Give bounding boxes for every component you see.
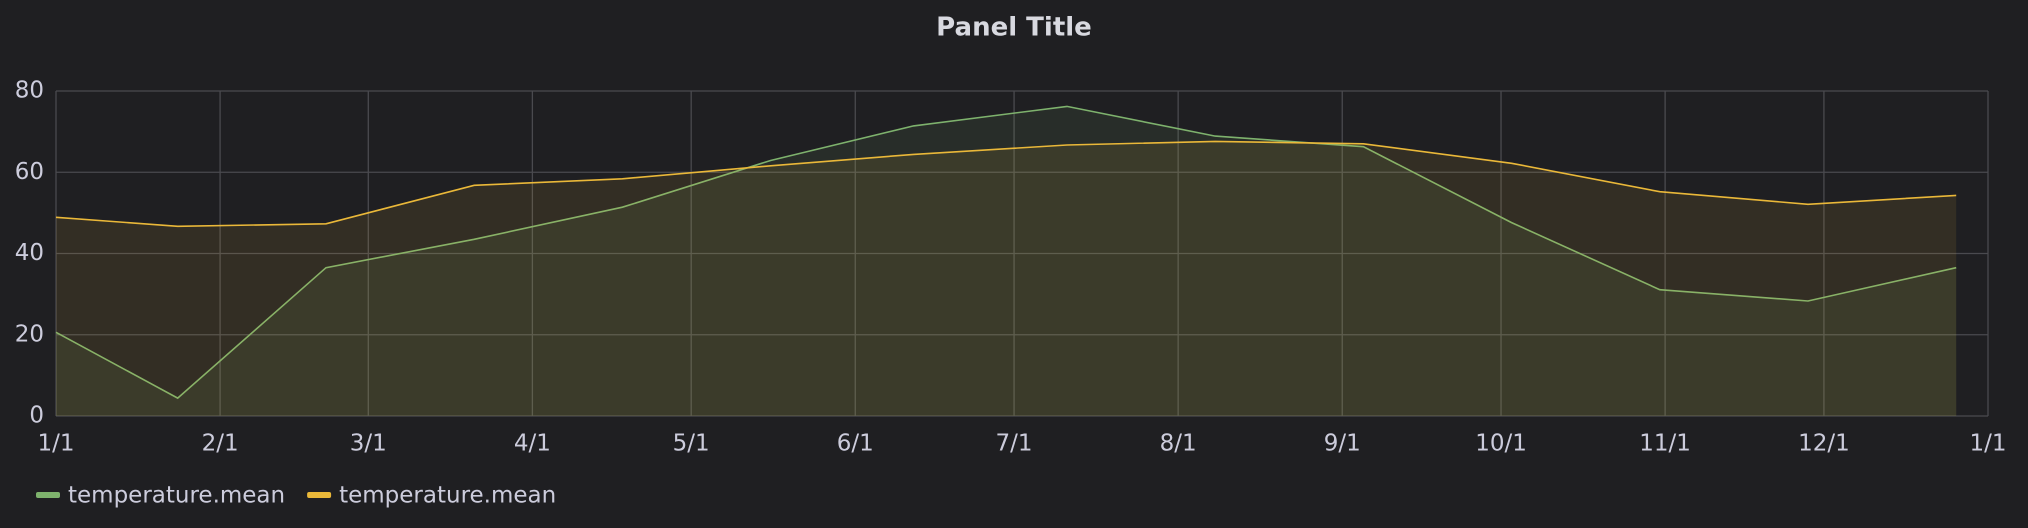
- y-tick-label: 40: [15, 240, 44, 266]
- y-tick-label: 20: [15, 321, 44, 347]
- series-line: [55, 105, 1957, 400]
- x-tick-label: 11/1: [1639, 431, 1691, 457]
- legend-label: temperature.mean: [68, 483, 285, 509]
- series-area: [56, 106, 1957, 417]
- y-tick-label: 0: [29, 403, 44, 429]
- legend-swatch: [36, 492, 60, 498]
- chart-title: Panel Title: [936, 13, 1092, 43]
- legend-swatch: [307, 492, 332, 498]
- x-tick-label: 5/1: [673, 431, 710, 457]
- x-tick-label: 2/1: [202, 431, 239, 457]
- y-tick-label: 80: [15, 78, 44, 104]
- series-line: [55, 140, 1957, 228]
- x-tick-label: 4/1: [514, 431, 551, 457]
- legend-label: temperature.mean: [339, 483, 556, 509]
- x-tick-label: 7/1: [996, 431, 1033, 457]
- y-tick-label: 60: [15, 159, 44, 185]
- series-area: [56, 141, 1957, 416]
- x-tick-label: 1/1: [1969, 431, 2006, 457]
- x-tick-label: 9/1: [1324, 431, 1361, 457]
- x-tick-label: 1/1: [37, 431, 74, 457]
- x-tick-label: 8/1: [1160, 431, 1197, 457]
- x-tick-label: 10/1: [1475, 431, 1527, 457]
- x-tick-label: 3/1: [350, 431, 387, 457]
- x-tick-label: 6/1: [837, 431, 874, 457]
- x-tick-label: 12/1: [1798, 431, 1850, 457]
